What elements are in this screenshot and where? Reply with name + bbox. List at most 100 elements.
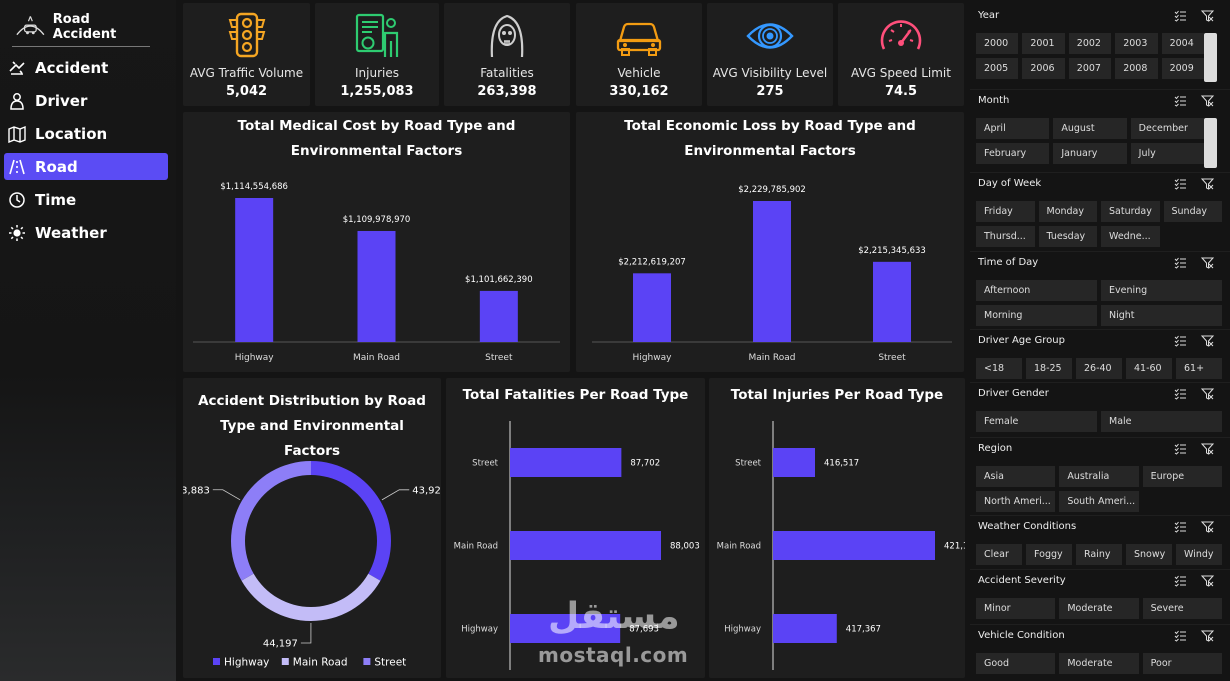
slicer-option[interactable]: Female (976, 411, 1097, 432)
nav-item-accident[interactable]: Accident (4, 54, 168, 81)
bar-highway[interactable] (773, 614, 837, 643)
slicer-option[interactable]: 2000 (976, 33, 1019, 54)
slicer-option[interactable]: August (1053, 118, 1127, 139)
slicer-option[interactable]: Good (976, 653, 1056, 674)
nav-item-time[interactable]: Time (4, 186, 168, 213)
select-all-icon[interactable] (1174, 10, 1187, 22)
legend-item[interactable]: Highway (213, 657, 269, 669)
slicer-scrollbar[interactable] (1204, 33, 1217, 82)
legend-item[interactable]: Street (363, 657, 406, 669)
slicer-option[interactable]: Male (1101, 411, 1222, 432)
slicer-option[interactable]: 2002 (1068, 33, 1112, 54)
slicer-option[interactable]: 2006 (1022, 58, 1065, 79)
slicer-option[interactable]: Minor (976, 598, 1056, 619)
select-all-icon[interactable] (1174, 521, 1187, 533)
slicer-option[interactable]: 2007 (1068, 58, 1112, 79)
nav-item-driver[interactable]: Driver (4, 87, 168, 114)
slicer-option[interactable]: Poor (1142, 653, 1222, 674)
slice-main-road[interactable] (241, 573, 381, 621)
slicer-option[interactable]: December (1130, 118, 1204, 139)
select-all-icon[interactable] (1174, 575, 1187, 587)
slicer-divider (970, 624, 1230, 625)
slicer-option[interactable]: 2001 (1022, 33, 1065, 54)
legend-item[interactable]: Main Road (281, 657, 348, 669)
clear-filter-icon[interactable] (1201, 575, 1214, 587)
clear-filter-icon[interactable] (1201, 388, 1214, 400)
slicer-option[interactable]: Europe (1142, 466, 1222, 487)
bar-main-road[interactable] (773, 531, 935, 560)
clear-filter-icon[interactable] (1201, 335, 1214, 347)
slicer-option[interactable]: Wedne... (1101, 226, 1160, 247)
slicer-option[interactable]: April (976, 118, 1050, 139)
slicer-option[interactable]: Night (1101, 305, 1222, 326)
slicer-option[interactable]: 2004 (1161, 33, 1204, 54)
slicer-option[interactable]: <18 (976, 358, 1022, 379)
slicer-option[interactable]: Snowy (1126, 544, 1172, 565)
slicer-option[interactable]: Australia (1059, 466, 1139, 487)
bar-highway[interactable] (235, 198, 274, 342)
slicer-option[interactable]: Afternoon (976, 280, 1097, 301)
bar-highway[interactable] (633, 273, 671, 342)
nav-item-weather[interactable]: Weather (4, 219, 168, 246)
slicer-option[interactable]: Clear (976, 544, 1022, 565)
slicer-option[interactable]: South Ameri... (1059, 491, 1139, 512)
slicer-option[interactable]: 41-60 (1126, 358, 1172, 379)
slicer-option[interactable]: July (1130, 143, 1204, 164)
clear-filter-icon[interactable] (1201, 257, 1214, 269)
slicer-option[interactable]: Foggy (1026, 544, 1072, 565)
slicer-option[interactable]: 2003 (1115, 33, 1158, 54)
bar-main-road[interactable] (357, 230, 396, 342)
clear-filter-icon[interactable] (1201, 178, 1214, 190)
bar-highway[interactable] (510, 614, 621, 643)
nav-item-location[interactable]: Location (4, 120, 168, 147)
clear-filter-icon[interactable] (1201, 443, 1214, 455)
slicer-option[interactable]: Severe (1142, 598, 1222, 619)
clear-filter-icon[interactable] (1201, 521, 1214, 533)
slicer-option[interactable]: Windy (1176, 544, 1222, 565)
clear-filter-icon[interactable] (1201, 10, 1214, 22)
slicer-option[interactable]: Friday (976, 201, 1035, 222)
select-all-icon[interactable] (1174, 630, 1187, 642)
slicer-option[interactable]: 2009 (1161, 58, 1204, 79)
slicer-option[interactable]: Moderate (1059, 653, 1139, 674)
slicer-option[interactable]: Evening (1101, 280, 1222, 301)
kpi-label: AVG Speed Limit (851, 66, 951, 80)
bar-street[interactable] (479, 290, 518, 342)
slicer-option[interactable]: Moderate (1059, 598, 1139, 619)
slice-highway[interactable] (311, 461, 391, 581)
slicer-option[interactable]: 61+ (1176, 358, 1222, 379)
slicer-option[interactable]: North Ameri... (976, 491, 1056, 512)
slicer-option[interactable]: Saturday (1101, 201, 1160, 222)
select-all-icon[interactable] (1174, 257, 1187, 269)
slicer-option[interactable]: 2005 (976, 58, 1019, 79)
select-all-icon[interactable] (1174, 388, 1187, 400)
slicer-option[interactable]: February (976, 143, 1050, 164)
bar-main-road[interactable] (510, 531, 661, 560)
slicer-option[interactable]: 18-25 (1026, 358, 1072, 379)
slicer-option[interactable]: 26-40 (1076, 358, 1122, 379)
bar-street[interactable] (510, 448, 622, 477)
kpi-card-visibility: AVG Visibility Level 275 (707, 3, 833, 106)
slicer-option[interactable]: Monday (1038, 201, 1097, 222)
clear-filter-icon[interactable] (1201, 95, 1214, 107)
slicer-option[interactable]: Morning (976, 305, 1097, 326)
slicer-option[interactable]: Tuesday (1038, 226, 1097, 247)
bar-street[interactable] (773, 448, 815, 477)
slicer-option[interactable]: 2008 (1115, 58, 1158, 79)
slicer-scrollbar[interactable] (1204, 118, 1217, 168)
slicer-option[interactable]: Thursd... (976, 226, 1035, 247)
select-all-icon[interactable] (1174, 95, 1187, 107)
slice-street[interactable] (231, 461, 311, 581)
nav-item-road[interactable]: Road (4, 153, 168, 180)
slicer-option[interactable]: Sunday (1163, 201, 1222, 222)
select-all-icon[interactable] (1174, 178, 1187, 190)
bar-main-road[interactable] (753, 201, 791, 342)
slicer-option[interactable]: Rainy (1076, 544, 1122, 565)
slicer-option[interactable]: January (1053, 143, 1127, 164)
bar-street[interactable] (873, 261, 911, 342)
grim-reaper-icon (490, 14, 524, 58)
select-all-icon[interactable] (1174, 443, 1187, 455)
clear-filter-icon[interactable] (1201, 630, 1214, 642)
slicer-option[interactable]: Asia (976, 466, 1056, 487)
select-all-icon[interactable] (1174, 335, 1187, 347)
